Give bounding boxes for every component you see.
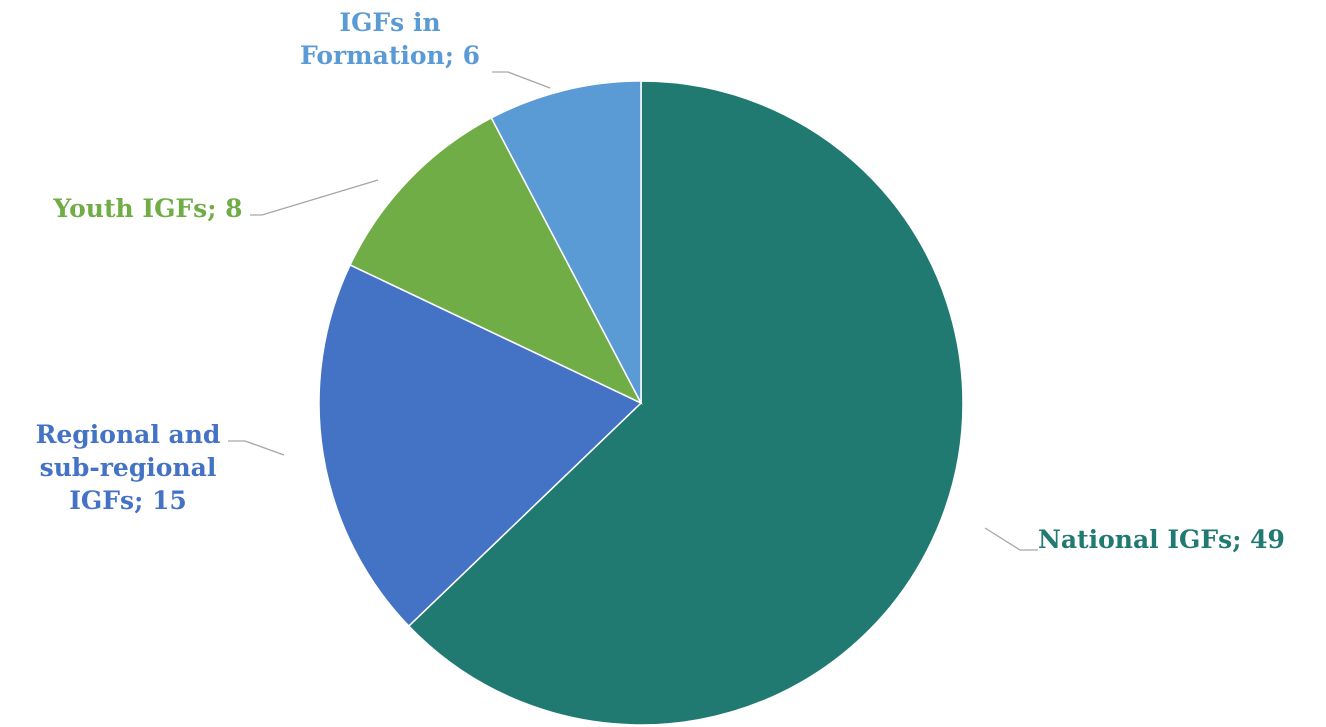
slice-labels: National IGFs; 49 Regional and sub-regiona… <box>36 8 1285 554</box>
slice-label-0: National IGFs; 49 <box>1038 525 1285 554</box>
slice-label-line: Formation; 6 <box>300 41 480 70</box>
leader-line-0 <box>984 527 1038 551</box>
slice-label-line: sub-regional <box>40 453 217 482</box>
slice-label-3: IGFs in Formation; 6 <box>300 8 480 70</box>
leader-line-2 <box>250 179 379 216</box>
pie-slices <box>318 80 964 726</box>
pie-slice-1 <box>318 263 643 628</box>
slice-label-line: Youth IGFs; 8 <box>52 194 242 223</box>
slice-label-line: Regional and <box>36 420 221 449</box>
slice-label-1: Regional and sub-regional IGFs; 15 <box>36 420 221 515</box>
slice-label-line: IGFs; 15 <box>69 486 187 515</box>
pie-slice-2 <box>349 116 643 405</box>
slice-label-2: Youth IGFs; 8 <box>52 194 242 223</box>
slice-label-line: National IGFs; 49 <box>1038 525 1285 554</box>
slice-label-line: IGFs in <box>339 8 440 37</box>
leader-line-3 <box>492 71 551 89</box>
label-leader-lines <box>228 71 1038 551</box>
leader-line-1 <box>228 440 285 456</box>
pie-slice-3 <box>490 80 642 404</box>
pie-slice-0 <box>407 80 964 726</box>
